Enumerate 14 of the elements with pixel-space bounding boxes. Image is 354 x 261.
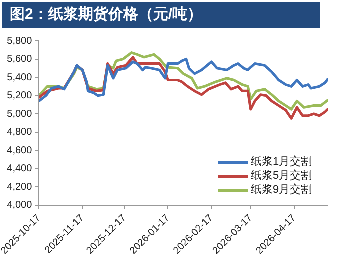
y-tick-label: 5,800 <box>7 36 33 47</box>
y-tick-label: 4,600 <box>7 145 33 156</box>
legend-label: 纸浆1月交割 <box>251 155 312 170</box>
y-tick-label: 4,800 <box>7 127 33 138</box>
legend-label: 纸浆5月交割 <box>251 169 312 184</box>
legend-label: 纸浆9月交割 <box>251 183 312 198</box>
y-tick-label: 4,000 <box>7 200 33 212</box>
chart-title: 图2：纸浆期货价格（元/吨） <box>2 2 320 28</box>
y-tick-label: 5,600 <box>7 54 33 66</box>
y-tick-label: 5,200 <box>7 90 33 102</box>
y-tick-label: 5,400 <box>7 72 33 84</box>
y-tick-label: 4,200 <box>7 182 33 193</box>
y-tick-label: 4,400 <box>7 164 33 175</box>
y-tick-label: 5,000 <box>7 108 33 120</box>
